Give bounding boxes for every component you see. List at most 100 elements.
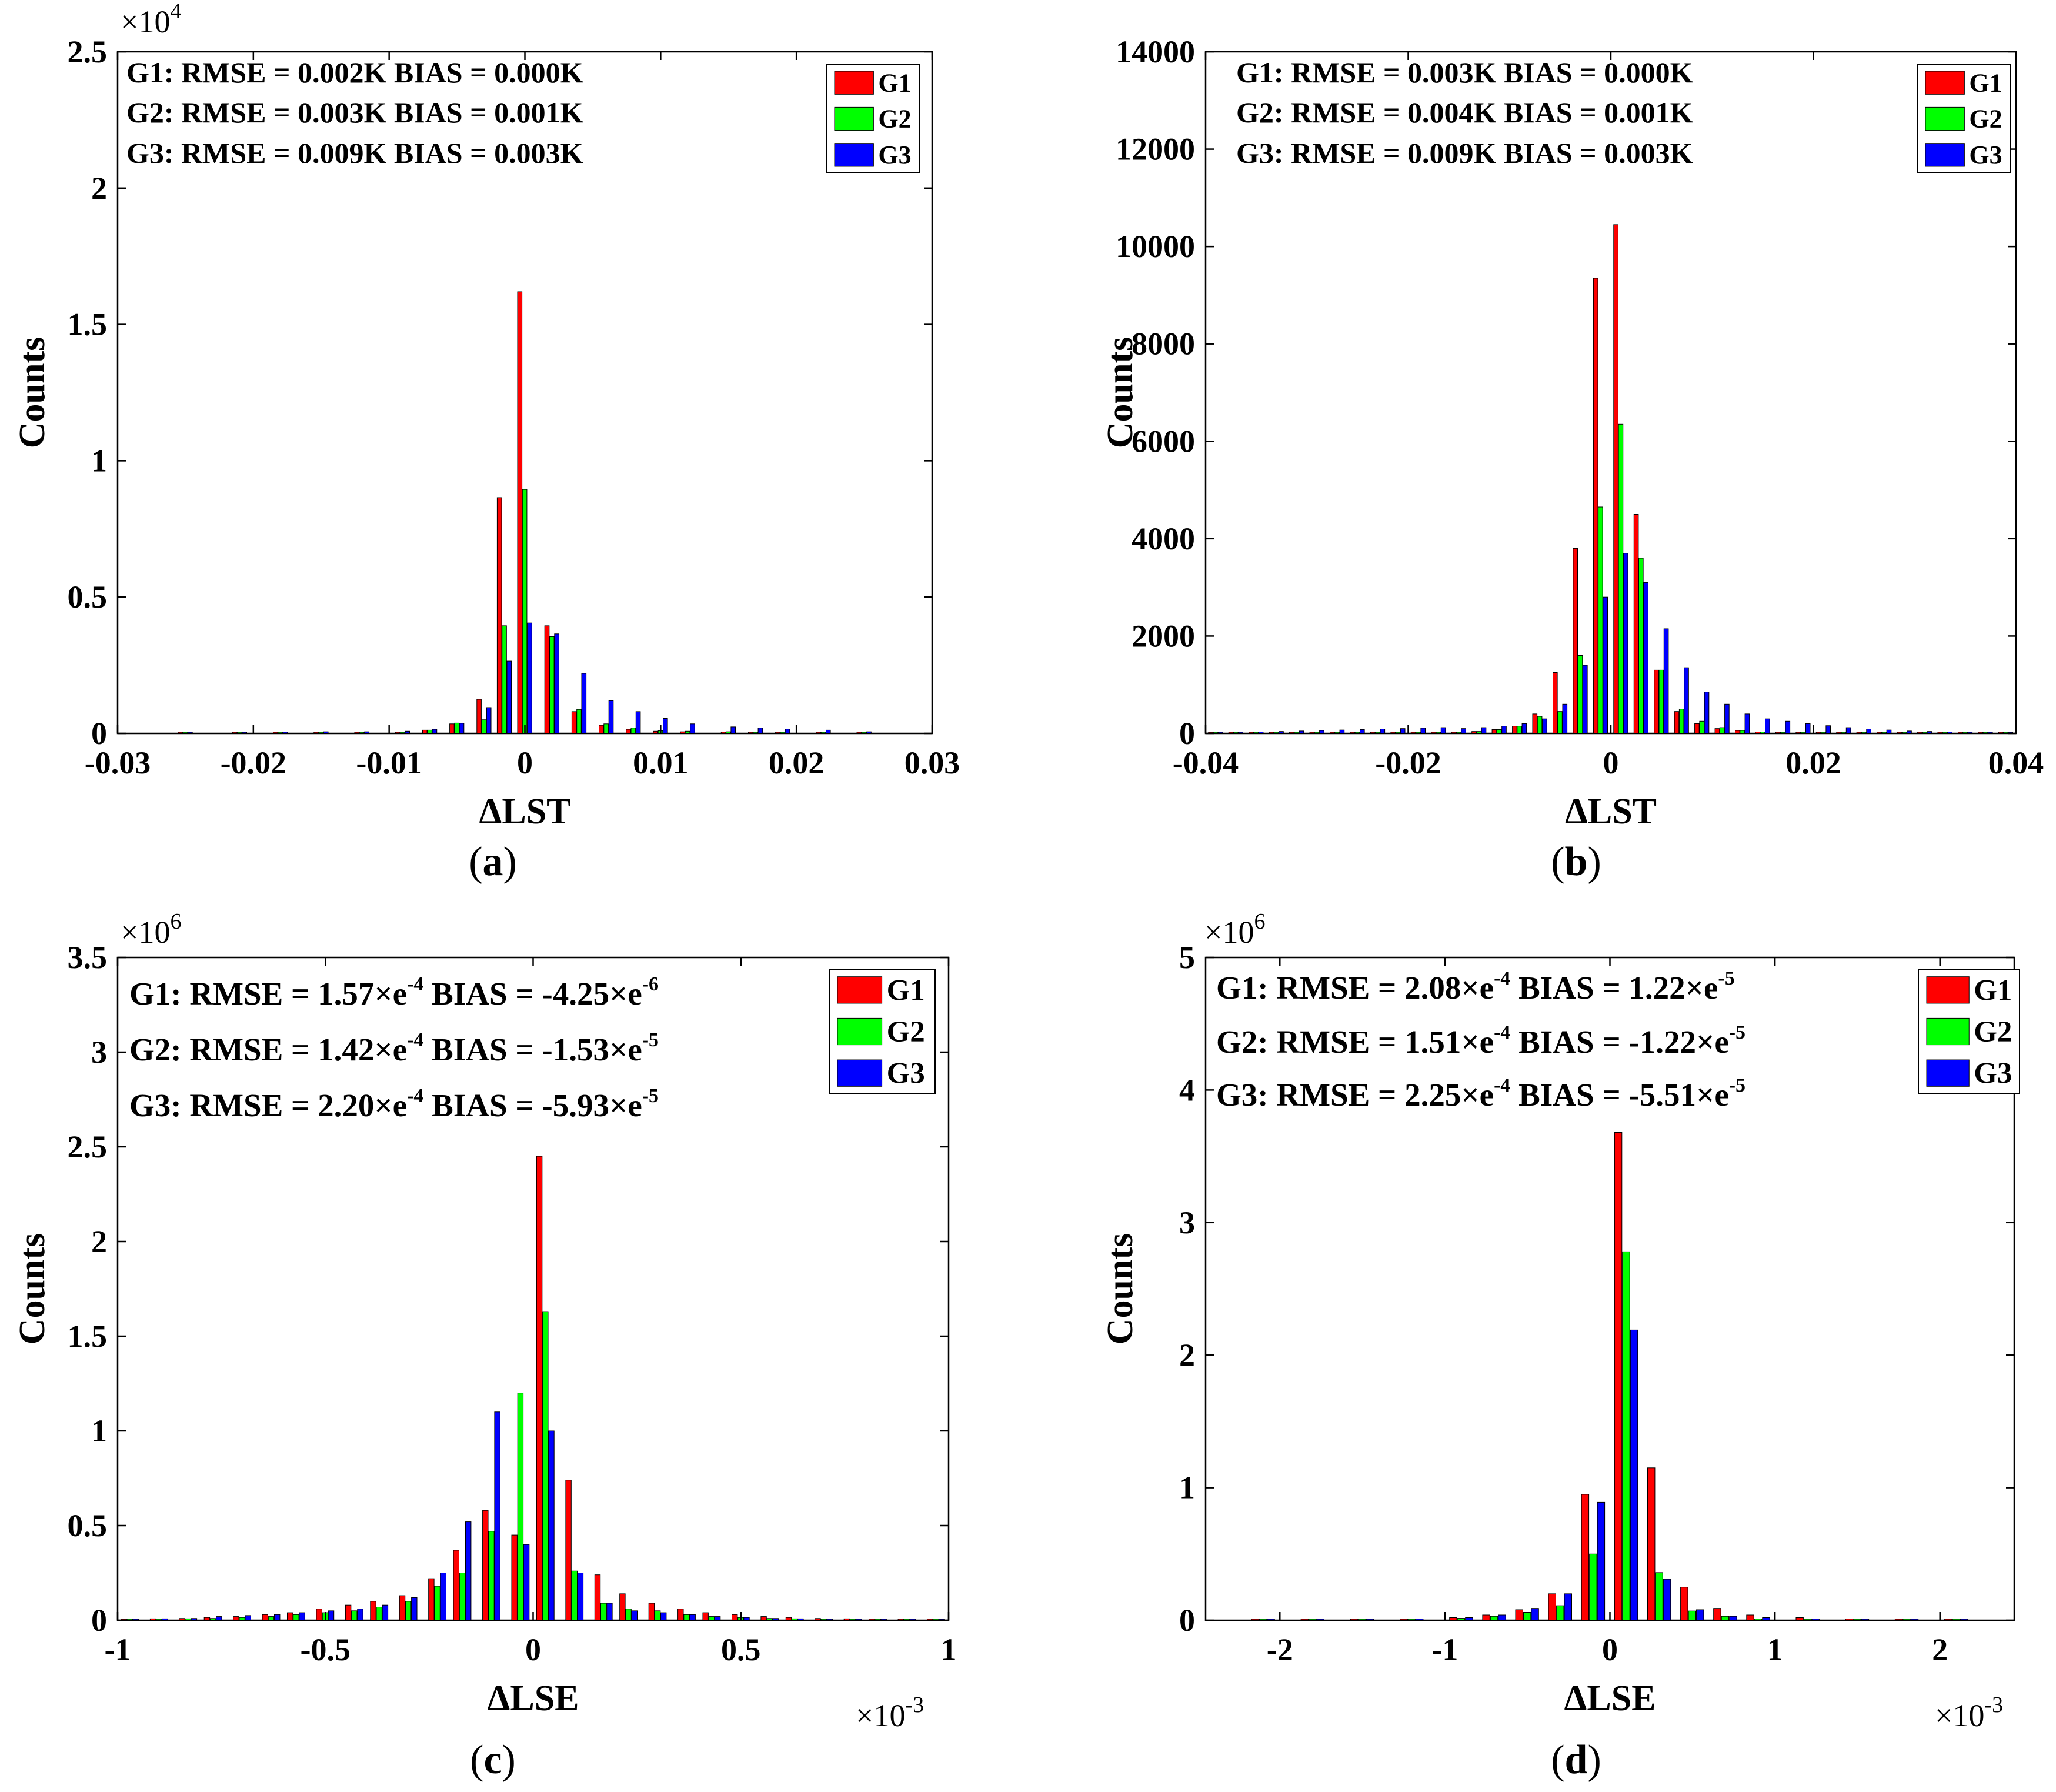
bar-g2 — [1658, 669, 1664, 734]
bar-g2 — [278, 732, 283, 734]
bars-group — [121, 1156, 945, 1621]
bar-g2 — [1598, 506, 1603, 734]
bar-g3 — [1360, 729, 1365, 734]
bar-g3 — [577, 1573, 584, 1621]
stat-annotation: G1: RMSE = 2.08×e-4 BIAS = 1.22×e-5 — [1216, 967, 1735, 1006]
bars-group — [1208, 224, 2013, 734]
bar-g3 — [299, 1612, 305, 1621]
bar-g1 — [1755, 732, 1761, 734]
bar-g1 — [422, 729, 428, 734]
bar-g2 — [685, 730, 690, 734]
bar-g1 — [1228, 732, 1234, 734]
bar-g2 — [459, 1573, 466, 1621]
bar-g3 — [364, 731, 369, 734]
bar-g2 — [708, 1616, 715, 1621]
bar-g1 — [1917, 732, 1923, 734]
bar-g1 — [1350, 1619, 1359, 1621]
bar-g1 — [1431, 732, 1436, 734]
bar-g1 — [1856, 732, 1862, 734]
x-exponent-label: ×10-3 — [1935, 1693, 2003, 1733]
bar-g2 — [1294, 732, 1299, 734]
bar-g3 — [1316, 1619, 1325, 1621]
bar-g2 — [1688, 1610, 1697, 1621]
bar-g1 — [677, 1609, 684, 1621]
bar-g3 — [1597, 1501, 1606, 1621]
bar-g1 — [1449, 1617, 1457, 1621]
x-tick-label: 2 — [1932, 1632, 1948, 1667]
bar-g2 — [1537, 716, 1543, 734]
bar-g1 — [897, 1619, 904, 1621]
bar-g1 — [856, 732, 862, 734]
legend-label-g1: G1 — [1969, 68, 2002, 97]
bars-group — [1251, 1132, 1968, 1621]
bar-g1 — [1249, 732, 1254, 734]
bar-g3 — [1684, 667, 1689, 734]
bar-g1 — [1775, 732, 1781, 734]
bar-g1 — [1370, 732, 1376, 734]
legend-swatch-g3 — [1926, 1059, 1970, 1087]
bar-g1 — [1289, 732, 1294, 734]
bar-g3 — [1440, 727, 1446, 734]
y-tick-label: 0 — [91, 1603, 107, 1638]
bar-g3 — [856, 1619, 862, 1621]
bar-g3 — [1663, 628, 1669, 734]
bar-g1 — [313, 732, 319, 734]
y-tick-label: 14000 — [1116, 34, 1195, 69]
bar-g2 — [1821, 732, 1826, 734]
bar-g3 — [581, 673, 587, 734]
y-tick-label: 2 — [1179, 1337, 1195, 1373]
y-axis-label: Counts — [12, 1233, 52, 1345]
bar-g3 — [162, 1618, 168, 1621]
bar-g2 — [683, 1614, 690, 1621]
bar-g3 — [743, 1617, 750, 1621]
y-tick-label: 4000 — [1132, 521, 1195, 556]
bar-g1 — [760, 1616, 767, 1621]
bar-g2 — [576, 709, 582, 734]
stat-annotation: G1: RMSE = 1.57×e-4 BIAS = -4.25×e-6 — [129, 973, 659, 1012]
bar-g2 — [1253, 732, 1259, 734]
bar-g1 — [1633, 514, 1639, 734]
bar-g1 — [511, 1534, 518, 1621]
bar-g2 — [625, 1609, 632, 1621]
bar-g3 — [1299, 730, 1304, 734]
legend-swatch-g2 — [834, 106, 874, 131]
bar-g3 — [1562, 703, 1568, 734]
legend-swatch-g2 — [837, 1017, 883, 1046]
bar-g2 — [502, 625, 507, 734]
bar-g2 — [726, 731, 731, 734]
bar-g2 — [359, 732, 365, 734]
legend-label-g2: G2 — [887, 1016, 925, 1049]
bar-g2 — [488, 1531, 495, 1621]
bar-g2 — [903, 1619, 910, 1621]
bar-g1 — [179, 1618, 185, 1621]
bar-g3 — [1663, 1579, 1671, 1621]
bar-g3 — [1258, 732, 1264, 734]
bar-g1 — [1944, 1619, 1952, 1621]
bar-g2 — [603, 723, 609, 734]
bar-g1 — [594, 1574, 601, 1621]
bar-g2 — [517, 1393, 524, 1621]
legend: G1 G2 G3 — [829, 969, 936, 1094]
legend-label-g1: G1 — [878, 68, 911, 97]
y-axis-label: Counts — [1100, 337, 1140, 449]
bar-g2 — [2003, 732, 2008, 734]
bar-g1 — [1815, 732, 1821, 734]
bar-g1 — [1400, 1619, 1408, 1621]
plot-area — [116, 956, 950, 1621]
y-tick-label: 1.5 — [68, 1319, 108, 1354]
bar-g1 — [619, 1593, 626, 1621]
bar-g3 — [1845, 727, 1851, 734]
bar-g1 — [1573, 548, 1578, 734]
x-exponent-label: ×10-3 — [856, 1693, 924, 1733]
bar-g2 — [1903, 1619, 1911, 1621]
y-tick-label: 2000 — [1132, 618, 1195, 653]
bar-g3 — [328, 1610, 335, 1621]
y-tick-label: 8000 — [1132, 326, 1195, 362]
bar-g2 — [400, 732, 405, 734]
y-tick-label: 0.5 — [68, 1508, 108, 1543]
bar-g2 — [239, 1617, 245, 1621]
bar-g1 — [1451, 732, 1457, 734]
bar-g2 — [1721, 1616, 1730, 1621]
bar-g1 — [482, 1510, 489, 1621]
bar-g2 — [1577, 655, 1583, 734]
